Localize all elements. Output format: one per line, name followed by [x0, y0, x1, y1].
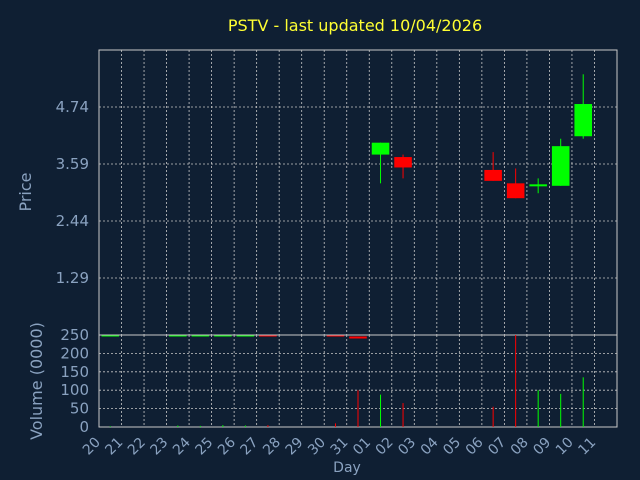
- x-tick-label: 07: [485, 435, 509, 459]
- candle-body: [506, 183, 525, 199]
- candle-body: [394, 157, 412, 168]
- x-tick-label: 02: [373, 435, 397, 459]
- x-tick-label: 28: [260, 435, 284, 459]
- x-tick-label: 11: [575, 435, 599, 459]
- x-tick-label: 30: [305, 435, 329, 459]
- x-tick-label: 31: [328, 435, 352, 459]
- candle-body: [169, 334, 187, 337]
- candle-body: [529, 184, 547, 187]
- x-tick-label: 03: [395, 435, 419, 459]
- x-tick-label: 06: [463, 434, 487, 458]
- volume-tick-label: 250: [60, 326, 89, 344]
- volume-tick-label: 50: [70, 400, 89, 418]
- price-axis-label: Price: [16, 172, 35, 211]
- candle-body: [214, 334, 232, 337]
- x-tick-label: 26: [215, 434, 239, 458]
- candle-body: [326, 334, 345, 337]
- x-tick-label: 08: [508, 435, 532, 459]
- candle-body: [236, 334, 255, 337]
- volume-tick-label: 150: [60, 363, 89, 381]
- volume-axis-label: Volume (0000): [27, 322, 46, 440]
- candle-body: [551, 146, 570, 186]
- x-tick-label: 09: [530, 435, 554, 459]
- candle-body: [484, 169, 502, 181]
- price-tick-label: 4.74: [56, 98, 89, 116]
- price-tick-label: 1.29: [56, 269, 89, 287]
- x-tick-label: 01: [350, 435, 374, 459]
- candle-body: [349, 336, 367, 339]
- x-tick-label: 22: [125, 435, 149, 459]
- candle-body: [574, 104, 593, 137]
- x-tick-label: 29: [283, 435, 307, 459]
- x-tick-label: 21: [102, 435, 126, 459]
- x-tick-label: 10: [553, 435, 577, 459]
- price-plot-frame: [98, 49, 618, 336]
- candle-body: [371, 142, 390, 155]
- x-tick-label: 20: [80, 435, 104, 459]
- volume-tick-label: 100: [60, 381, 89, 399]
- volume-tick-label: 200: [60, 344, 89, 362]
- x-axis-label: Day: [333, 460, 361, 476]
- x-tick-label: 27: [238, 435, 262, 459]
- price-tick-label: 2.44: [56, 212, 89, 230]
- x-tick-label: 25: [193, 435, 217, 459]
- x-tick-label: 05: [440, 435, 464, 459]
- price-panel: 1.29 2.44 3.59 4.74: [56, 49, 618, 339]
- x-tick-label: 24: [170, 434, 194, 458]
- price-tick-label: 3.59: [56, 155, 89, 173]
- candle-body: [191, 334, 210, 337]
- x-axis-ticks: 2021222324252627282930310102030405060708…: [80, 434, 599, 458]
- chart-title: PSTV - last updated 10/04/2026: [228, 16, 482, 35]
- candle-body: [259, 334, 277, 337]
- x-tick-label: 04: [418, 434, 442, 458]
- x-tick-label: 23: [147, 435, 171, 459]
- volume-tick-label: 0: [79, 418, 89, 436]
- candle-body: [101, 334, 120, 337]
